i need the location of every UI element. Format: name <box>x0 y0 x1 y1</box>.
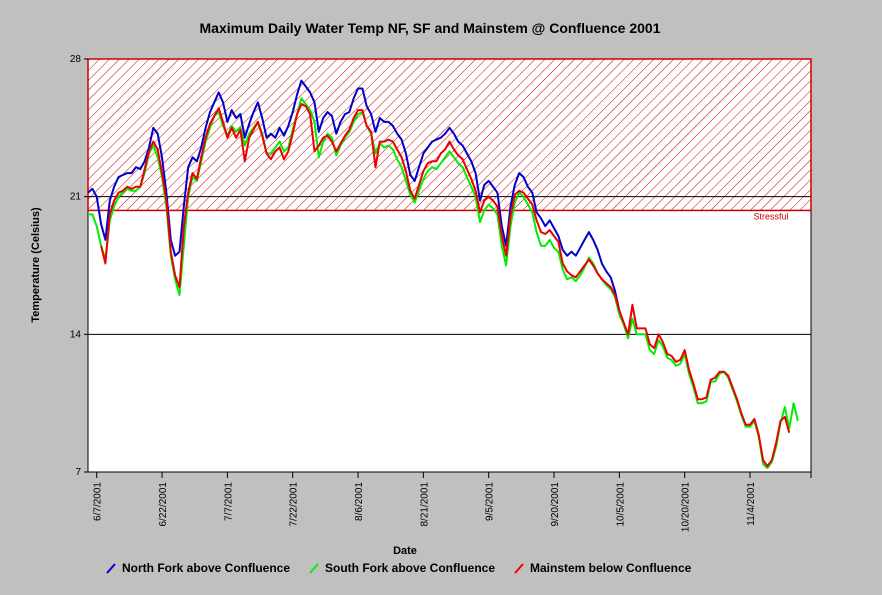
x-tick-label: 11/4/2001 <box>746 482 757 526</box>
legend-swatch <box>106 563 116 574</box>
legend-label: South Fork above Confluence <box>325 561 495 575</box>
x-tick-label: 8/21/2001 <box>419 482 430 527</box>
x-tick-label: 6/22/2001 <box>158 482 169 527</box>
y-tick-label: 14 <box>70 329 82 340</box>
series-line-2 <box>88 97 799 470</box>
reference-lines <box>88 196 811 335</box>
legend-swatch <box>514 563 524 574</box>
legend-swatch <box>309 563 319 574</box>
y-axis: 28 21 14 7 <box>70 54 88 478</box>
y-tick-label: 28 <box>70 54 82 65</box>
x-axis-label: Date <box>393 545 417 557</box>
series-line-1 <box>88 79 621 311</box>
chart-title: Maximum Daily Water Temp NF, SF and Main… <box>200 20 661 36</box>
stress-zone-label: Stressful <box>753 211 788 221</box>
x-tick-label: 9/20/2001 <box>550 482 561 527</box>
x-tick-label: 7/22/2001 <box>289 482 300 527</box>
x-tick-label: 10/20/2001 <box>681 482 692 532</box>
x-axis: 6/7/2001 6/22/2001 7/7/2001 7/22/2001 8/6/20… <box>93 472 812 532</box>
series-line-3 <box>100 103 791 468</box>
stress-zone <box>87 58 812 212</box>
legend-label: Mainstem below Confluence <box>530 561 692 575</box>
series-layer <box>88 79 799 470</box>
x-tick-label: 9/5/2001 <box>485 482 496 521</box>
y-tick-label: 7 <box>75 467 81 478</box>
x-tick-label: 8/6/2001 <box>354 482 365 521</box>
x-tick-label: 7/7/2001 <box>223 482 234 521</box>
y-tick-label: 21 <box>70 192 82 203</box>
legend: North Fork above Confluence South Fork ab… <box>106 561 692 575</box>
legend-label: North Fork above Confluence <box>122 561 290 575</box>
x-tick-label: 6/7/2001 <box>93 482 104 521</box>
y-axis-label: Temperature (Celsius) <box>30 207 42 323</box>
x-tick-label: 10/5/2001 <box>615 482 626 527</box>
